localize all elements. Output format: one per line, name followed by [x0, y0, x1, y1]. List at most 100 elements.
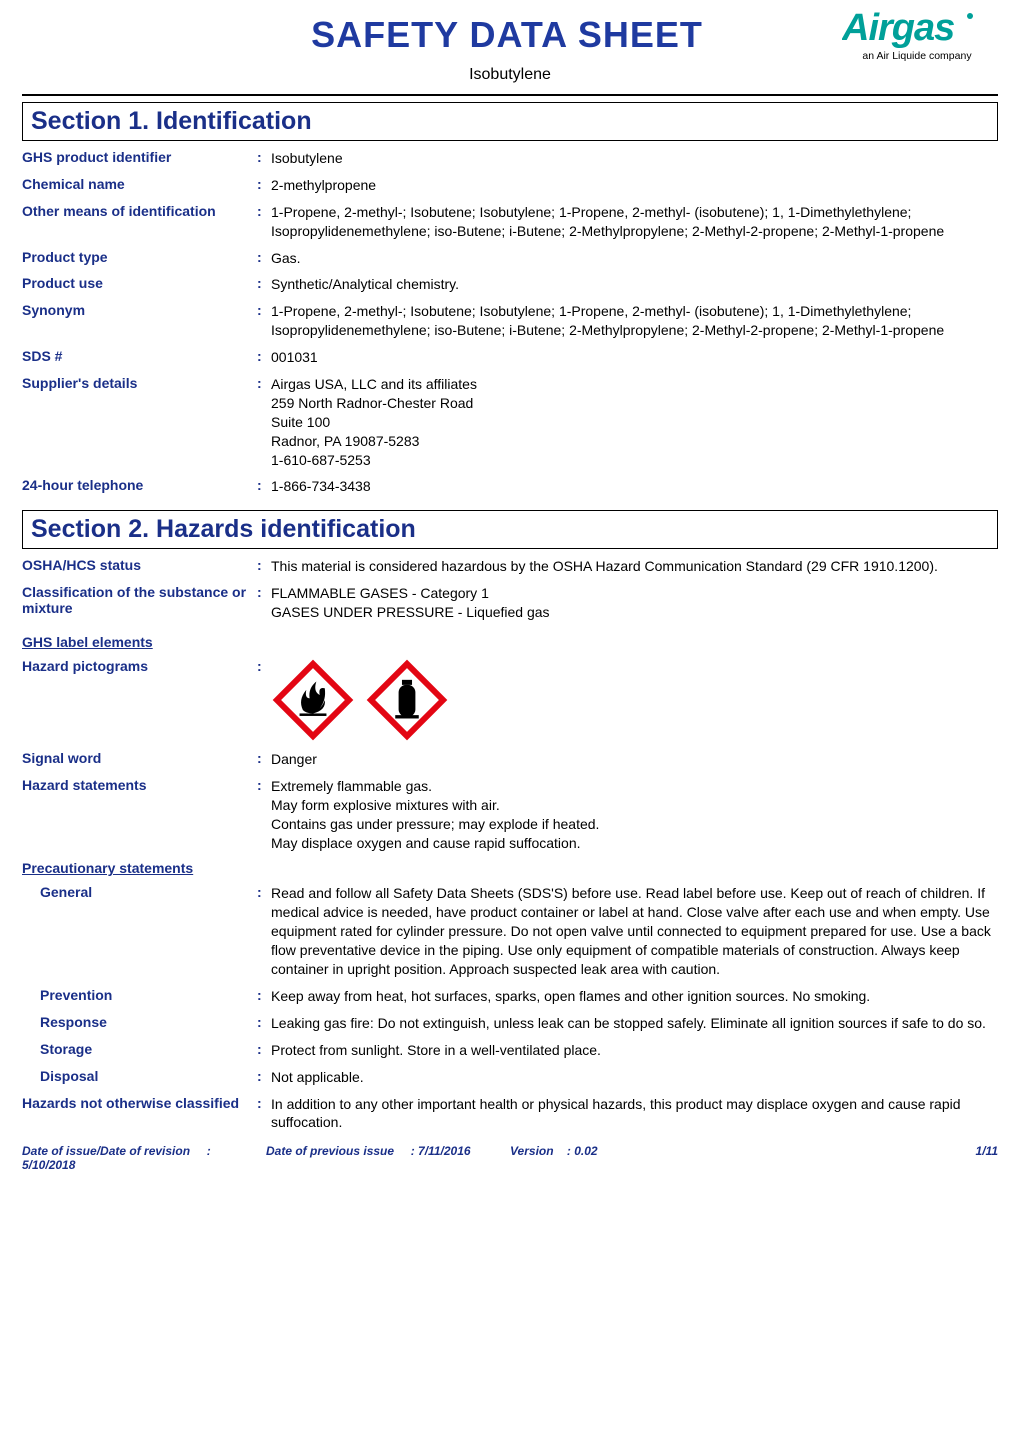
section-2-body-a: OSHA/HCS status:This material is conside… — [22, 557, 998, 622]
hazards-not-otherwise-label: Hazards not otherwise classified — [22, 1095, 257, 1133]
precautionary-statements-heading-row: Precautionary statements — [22, 860, 998, 876]
kv-label: Prevention — [22, 987, 257, 1006]
kv-label: GHS product identifier — [22, 149, 257, 168]
kv-text: Protect from sunlight. Store in a well-v… — [271, 1041, 998, 1060]
gas-cylinder-pictogram-icon — [365, 658, 449, 742]
footer-prev: Date of previous issue : 7/11/2016 — [266, 1144, 510, 1172]
kv-value: :Synthetic/Analytical chemistry. — [257, 275, 998, 294]
kv-label: General — [22, 884, 257, 978]
footer-version-value: : 0.02 — [567, 1144, 598, 1158]
hazard-pictograms — [271, 658, 449, 742]
kv-label: Product use — [22, 275, 257, 294]
kv-text: This material is considered hazardous by… — [271, 557, 998, 576]
kv-value: :FLAMMABLE GASES - Category 1GASES UNDER… — [257, 584, 998, 622]
kv-value: :Keep away from heat, hot surfaces, spar… — [257, 987, 998, 1006]
kv-row: General:Read and follow all Safety Data … — [22, 884, 998, 978]
section-2-body-b: Signal word:DangerHazard statements:Extr… — [22, 750, 998, 852]
kv-colon: : — [257, 987, 271, 1006]
kv-colon: : — [257, 477, 271, 496]
kv-row: Supplier's details:Airgas USA, LLC and i… — [22, 375, 998, 469]
kv-text: Airgas USA, LLC and its affiliates259 No… — [271, 375, 998, 469]
kv-row: GHS product identifier:Isobutylene — [22, 149, 998, 168]
footer-prev-label: Date of previous issue — [266, 1144, 394, 1158]
kv-label: Classification of the substance or mixtu… — [22, 584, 257, 622]
kv-text: Leaking gas fire: Do not extinguish, unl… — [271, 1014, 998, 1033]
kv-row: Classification of the substance or mixtu… — [22, 584, 998, 622]
kv-value: :Not applicable. — [257, 1068, 998, 1087]
kv-row: Chemical name:2-methylpropene — [22, 176, 998, 195]
kv-text: 1-Propene, 2-methyl-; Isobutene; Isobuty… — [271, 203, 998, 241]
kv-colon: : — [257, 176, 271, 195]
kv-row: Prevention:Keep away from heat, hot surf… — [22, 987, 998, 1006]
section-1-body: GHS product identifier:IsobutyleneChemic… — [22, 149, 998, 496]
kv-colon: : — [257, 375, 271, 469]
precautionary-statements-heading: Precautionary statements — [22, 860, 257, 876]
kv-value: :This material is considered hazardous b… — [257, 557, 998, 576]
kv-value: :Airgas USA, LLC and its affiliates259 N… — [257, 375, 998, 469]
kv-text: Not applicable. — [271, 1068, 998, 1087]
kv-text: 2-methylpropene — [271, 176, 998, 195]
kv-text: Synthetic/Analytical chemistry. — [271, 275, 998, 294]
kv-value: :Gas. — [257, 249, 998, 268]
kv-colon: : — [257, 777, 271, 853]
kv-text: Isobutylene — [271, 149, 998, 168]
kv-text: Keep away from heat, hot surfaces, spark… — [271, 987, 998, 1006]
footer-page: 1/11 — [754, 1144, 998, 1172]
kv-value: :1-Propene, 2-methyl-; Isobutene; Isobut… — [257, 203, 998, 241]
kv-value: :Isobutylene — [257, 149, 998, 168]
hazards-not-otherwise-colon: : — [257, 1095, 271, 1133]
footer-issue-label: Date of issue/Date of revision — [22, 1144, 190, 1158]
kv-value: :Extremely flammable gas.May form explos… — [257, 777, 998, 853]
hazard-pictograms-label: Hazard pictograms — [22, 658, 257, 742]
hazards-not-otherwise-row: Hazards not otherwise classified : In ad… — [22, 1095, 998, 1133]
kv-text: Extremely flammable gas.May form explosi… — [271, 777, 998, 853]
kv-row: Response:Leaking gas fire: Do not exting… — [22, 1014, 998, 1033]
kv-colon: : — [257, 203, 271, 241]
kv-colon: : — [257, 884, 271, 978]
kv-colon: : — [257, 1068, 271, 1087]
cylinder-base-icon — [395, 715, 419, 718]
masthead: SAFETY DATA SHEET Airgas an Air Liquide … — [22, 8, 998, 62]
kv-text: Gas. — [271, 249, 998, 268]
kv-text: 1-866-734-3438 — [271, 477, 998, 496]
hazard-pictograms-row: Hazard pictograms : — [22, 658, 998, 742]
kv-text: Read and follow all Safety Data Sheets (… — [271, 884, 998, 978]
ghs-label-elements-heading: GHS label elements — [22, 634, 257, 650]
hazards-not-otherwise-value: In addition to any other important healt… — [271, 1095, 998, 1133]
kv-row: SDS #:001031 — [22, 348, 998, 367]
kv-row: OSHA/HCS status:This material is conside… — [22, 557, 998, 576]
logo-word-svg: Airgas — [842, 8, 954, 48]
kv-colon: : — [257, 584, 271, 622]
airgas-logo: Airgas an Air Liquide company — [842, 8, 992, 62]
footer-issue: Date of issue/Date of revision : 5/10/20… — [22, 1144, 266, 1172]
kv-value: :Danger — [257, 750, 998, 769]
kv-value: :001031 — [257, 348, 998, 367]
kv-label: Disposal — [22, 1068, 257, 1087]
kv-label: Hazard statements — [22, 777, 257, 853]
kv-label: 24-hour telephone — [22, 477, 257, 496]
kv-label: Other means of identification — [22, 203, 257, 241]
product-subtitle: Isobutylene — [22, 66, 998, 84]
kv-row: Disposal:Not applicable. — [22, 1068, 998, 1087]
pictograms-colon: : — [257, 658, 271, 742]
section-1-heading-box: Section 1. Identification — [22, 102, 998, 141]
kv-text: 001031 — [271, 348, 998, 367]
kv-text: 1-Propene, 2-methyl-; Isobutene; Isobuty… — [271, 302, 998, 340]
cylinder-body-icon — [399, 685, 416, 717]
logo-tagline: an Air Liquide company — [862, 50, 971, 62]
kv-label: Chemical name — [22, 176, 257, 195]
section-2-heading-box: Section 2. Hazards identification — [22, 510, 998, 549]
kv-text: Danger — [271, 750, 998, 769]
kv-colon: : — [257, 275, 271, 294]
airgas-logo-icon: Airgas — [842, 8, 992, 48]
kv-row: Other means of identification:1-Propene,… — [22, 203, 998, 241]
kv-row: Product use:Synthetic/Analytical chemist… — [22, 275, 998, 294]
kv-value: :2-methylpropene — [257, 176, 998, 195]
flame-bar-icon — [300, 713, 327, 716]
cylinder-valve-icon — [402, 680, 412, 685]
footer-version-label: Version — [510, 1144, 554, 1158]
kv-value: :Protect from sunlight. Store in a well-… — [257, 1041, 998, 1060]
kv-label: Supplier's details — [22, 375, 257, 469]
kv-colon: : — [257, 302, 271, 340]
kv-label: Storage — [22, 1041, 257, 1060]
